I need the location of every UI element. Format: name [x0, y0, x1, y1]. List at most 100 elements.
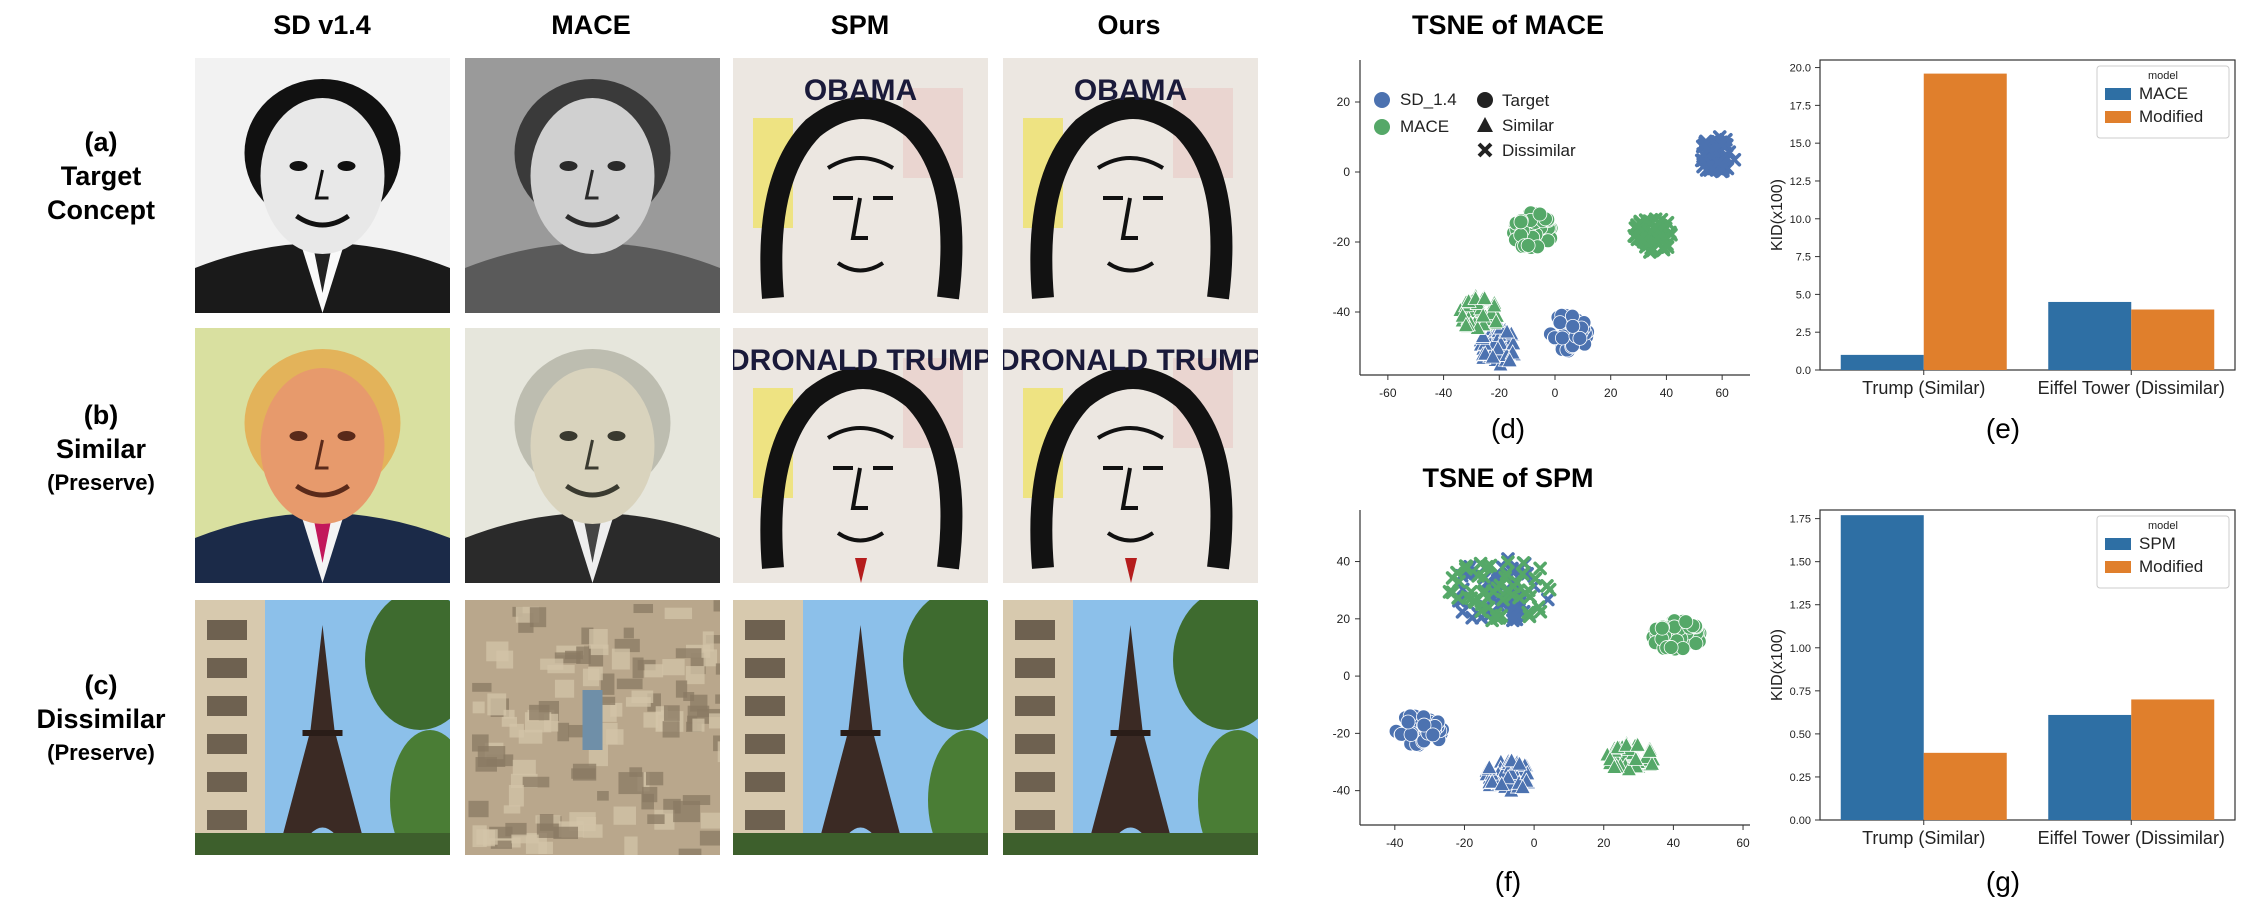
scatter-point	[1477, 586, 1491, 601]
scatter-point	[1523, 590, 1537, 604]
legend-label: Target	[1502, 91, 1550, 110]
y-tick-label: -40	[1333, 784, 1351, 798]
building-block	[633, 603, 654, 614]
scatter-point	[1450, 565, 1464, 580]
building-block	[673, 800, 701, 823]
scatter-point	[1532, 206, 1548, 222]
building-block	[713, 600, 720, 612]
image-illustration	[195, 600, 450, 855]
scatter-point	[1650, 231, 1665, 245]
tie-shape	[584, 523, 601, 563]
hedge-shape	[733, 833, 988, 855]
scatter-point	[1643, 755, 1661, 771]
scatter-point	[1474, 597, 1489, 612]
legend-label: SPM	[2139, 534, 2176, 553]
y-tick-label: 20.0	[1790, 63, 1811, 75]
scatter-point	[1487, 312, 1505, 329]
plot-frame	[1819, 59, 2236, 371]
bar	[1923, 73, 2007, 371]
scatter-point	[1474, 307, 1492, 323]
scatter-point	[1457, 316, 1475, 333]
tower-platform	[840, 730, 881, 736]
building-block	[624, 836, 638, 855]
scatter-point	[1508, 598, 1523, 613]
legend-label: Dissimilar	[1502, 141, 1576, 160]
scatter-point	[1511, 755, 1528, 771]
scatter-point	[1647, 221, 1662, 235]
x-tick-label: Eiffel Tower (Dissimilar)	[2038, 378, 2225, 398]
scatter-point	[1711, 155, 1725, 170]
y-tick-label: 5.0	[1796, 289, 1811, 301]
image-caption-text: OBAMA	[1074, 74, 1187, 107]
building-block	[564, 650, 583, 660]
building-block	[662, 721, 680, 738]
building-block	[717, 741, 720, 763]
x-tick-label: -40	[1386, 836, 1404, 850]
legend-color-swatch	[1374, 119, 1390, 135]
building-block	[553, 826, 579, 840]
window-shape	[745, 772, 785, 792]
legend-label: Modified	[2139, 557, 2203, 576]
scatter-point	[1486, 297, 1503, 313]
building-block	[588, 666, 603, 681]
eye-shape	[289, 431, 308, 441]
scatter-point	[1467, 593, 1482, 608]
scatter-point	[1425, 727, 1441, 743]
legend-marker-swatch	[1477, 92, 1493, 108]
building-block	[489, 826, 513, 839]
tree-shape	[1173, 600, 1258, 730]
x-tick-label: 40	[1660, 386, 1674, 400]
bar	[2131, 699, 2215, 820]
face-sketch	[826, 426, 895, 543]
scatter-point	[1697, 138, 1712, 153]
window-shape	[1015, 734, 1055, 754]
building-block	[678, 848, 702, 855]
column-header-mace: MACE	[551, 10, 631, 40]
scatter-point	[1510, 575, 1524, 590]
suit-shape	[465, 243, 720, 313]
row-label-id: (a)	[84, 127, 118, 157]
scatter-point	[1445, 585, 1460, 600]
legend-label: MACE	[1400, 117, 1449, 136]
building-block	[699, 830, 720, 846]
row-label-line2: Concept	[47, 195, 155, 225]
building-block	[487, 693, 507, 716]
window-shape	[1015, 620, 1055, 640]
building-block	[629, 767, 643, 777]
kid-bar-chart-spm: 0.00 0.25 0.50 0.75 1.00 1.25 1.50 1.75 KID(x100…	[1769, 509, 2236, 848]
scatter-point	[1552, 315, 1568, 331]
image-illustration: OBAMA	[733, 58, 988, 313]
building-block	[468, 800, 489, 818]
scatter-point	[1688, 636, 1704, 651]
legend-marker-swatch	[1477, 142, 1493, 158]
scatter-point	[1493, 775, 1510, 791]
image-illustration: DRONALD TRUMP	[1003, 328, 1258, 583]
image-target-spm: OBAMA	[733, 58, 988, 313]
building-block	[490, 840, 512, 849]
building-block	[557, 722, 570, 742]
scatter-point	[1489, 611, 1504, 625]
image-dissimilar-ours	[1003, 600, 1258, 855]
window-shape	[207, 620, 247, 640]
building-block	[632, 657, 644, 679]
scatter-point	[1554, 330, 1570, 346]
legend-color-swatch	[2105, 561, 2131, 573]
y-axis-label: KID(x100)	[1769, 179, 1786, 251]
building-block	[476, 829, 498, 845]
row-label-line1: Target	[60, 161, 142, 191]
row-label-id: (b)	[83, 400, 119, 430]
building-block	[522, 776, 550, 788]
kid-bar-chart-mace: 0.0 2.5 5.0 7.5 10.0 12.5 15.0 17.5 20.0 KID(x100…	[1769, 59, 2236, 398]
building-block	[529, 607, 547, 628]
legend-color-swatch	[2105, 88, 2131, 100]
building-block	[472, 682, 492, 692]
y-tick-label: 20	[1337, 95, 1351, 109]
building-block	[683, 692, 695, 702]
eye-shape	[337, 161, 356, 171]
row-label-dissimilar: (c) Dissimilar (Preserve)	[6, 668, 196, 770]
window-shape	[207, 696, 247, 716]
building-block	[692, 718, 705, 732]
building-block	[582, 824, 603, 838]
face-sketch	[1096, 156, 1165, 273]
tree-shape	[1198, 730, 1258, 855]
